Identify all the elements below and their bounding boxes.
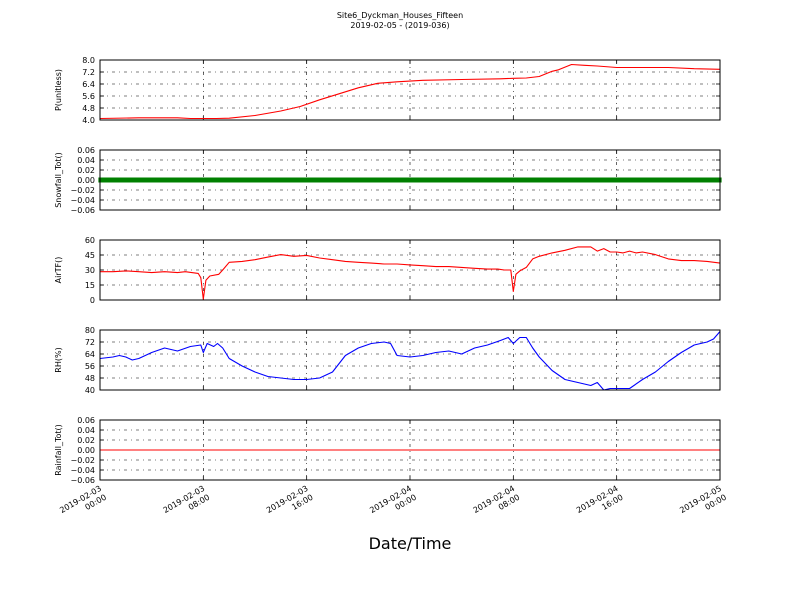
y-tick-label: 15	[85, 281, 95, 290]
plot-frame	[99, 149, 721, 211]
y-tick-label: 0	[90, 296, 95, 305]
plot-frame	[99, 59, 721, 121]
y-tick-label: 48	[85, 374, 95, 383]
y-tick-label: 0.06	[77, 146, 95, 155]
y-axis-label: Rainfall_Tot()	[54, 424, 63, 476]
series-line	[99, 63, 721, 120]
y-tick-label: 40	[85, 386, 95, 395]
series-points	[98, 177, 722, 183]
y-tick-label: 45	[85, 251, 95, 260]
y-tick-label: 0.00	[77, 446, 95, 455]
y-tick-label: 72	[85, 338, 95, 347]
y-tick-label: 64	[85, 350, 95, 359]
x-axis-label: Date/Time	[368, 534, 452, 553]
chart-subtitle: 2019-02-05 - (2019-036)	[350, 21, 450, 30]
y-tick-label: −0.06	[70, 206, 95, 215]
plot-frame	[99, 239, 721, 301]
y-tick-label: 56	[85, 362, 95, 371]
y-axis-label: AirTF()	[54, 257, 63, 284]
y-tick-label: 7.2	[82, 68, 95, 77]
panel-5: −0.06−0.04−0.020.000.020.040.06 Rainfall_…	[54, 416, 721, 485]
chart-title: Site6_Dyckman_Houses_Fifteen	[336, 11, 464, 20]
plot-frame	[99, 419, 721, 481]
y-tick-label: 80	[85, 326, 95, 335]
y-tick-label: 5.6	[82, 92, 95, 101]
y-tick-label: 0.02	[77, 166, 95, 175]
y-tick-label: 0.02	[77, 436, 95, 445]
series-line	[99, 331, 721, 391]
y-axis-label: RH(%)	[54, 347, 63, 372]
y-tick-label: −0.02	[70, 186, 95, 195]
y-axis-label: P(unitless)	[54, 69, 63, 111]
panel-2: −0.06−0.04−0.020.000.020.040.06 Snowfall_…	[54, 146, 722, 215]
y-tick-label: 60	[85, 236, 95, 245]
y-tick-label: 0.04	[77, 156, 95, 165]
y-axis-label: Snowfall_Tot()	[54, 152, 63, 208]
plot-frame	[99, 329, 721, 391]
y-tick-label: 4.0	[82, 116, 95, 125]
panel-3: 0 15 30 45 60 AirTF()	[54, 236, 721, 305]
y-tick-label: 4.8	[82, 104, 95, 113]
panel-4: 40 48 56 64 72 80 RH(%)	[54, 326, 721, 395]
y-tick-label: 6.4	[82, 80, 95, 89]
y-tick-label: 0.06	[77, 416, 95, 425]
y-tick-label: −0.04	[70, 196, 95, 205]
y-tick-label: −0.02	[70, 456, 95, 465]
y-tick-label: 8.0	[82, 56, 95, 65]
y-tick-label: 0.00	[77, 176, 95, 185]
y-tick-label: 0.04	[77, 426, 95, 435]
y-tick-label: 30	[85, 266, 95, 275]
y-tick-label: −0.06	[70, 476, 95, 485]
series-line	[100, 246, 721, 300]
panel-1: 4.0 4.8 5.6 6.4 7.2 8.0 P(unitless)	[54, 56, 721, 125]
y-tick-label: −0.04	[70, 466, 95, 475]
